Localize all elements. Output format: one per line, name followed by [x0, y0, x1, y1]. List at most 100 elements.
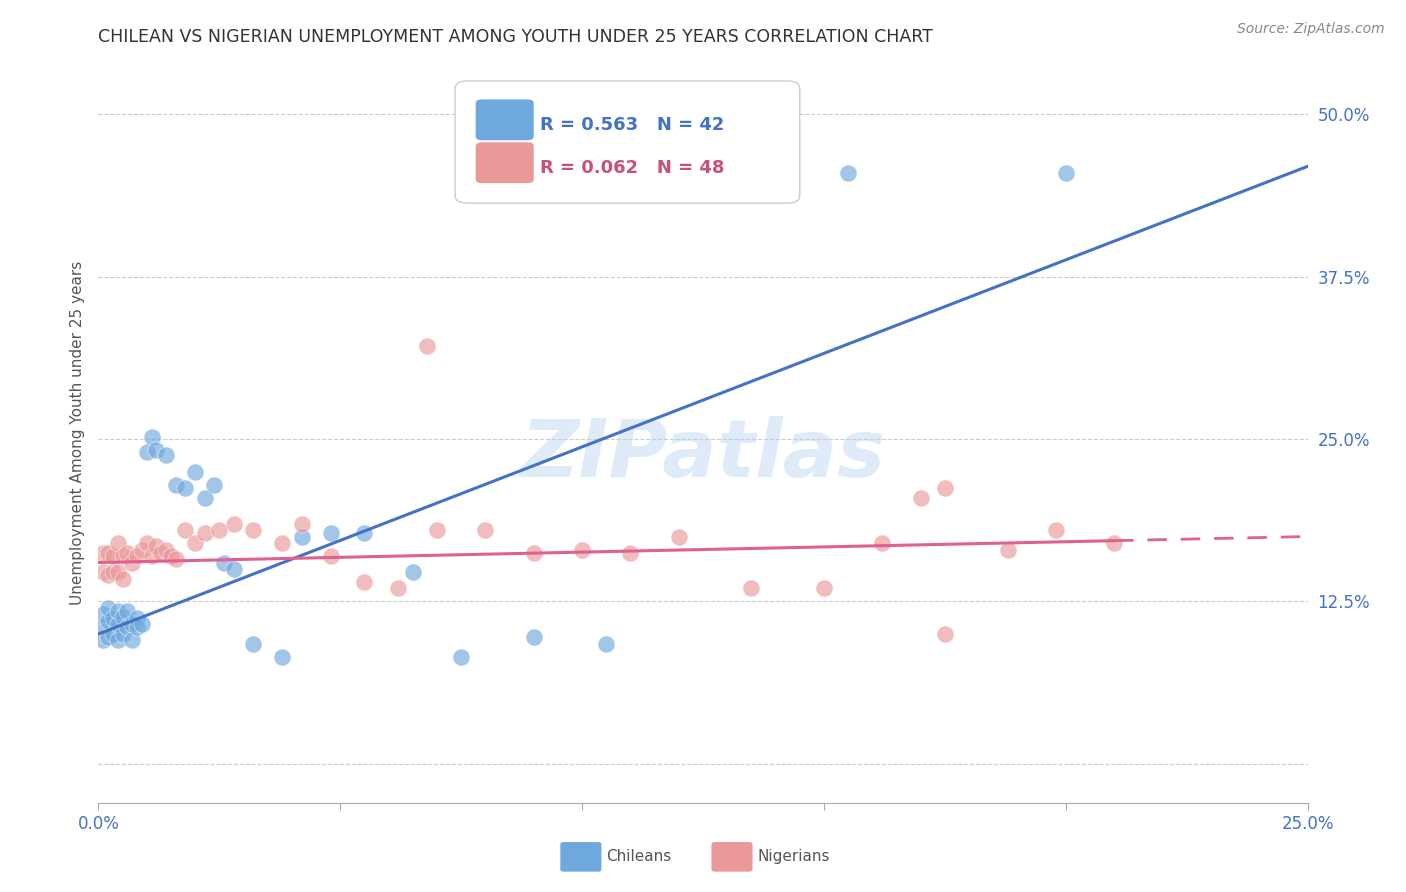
Point: [184, 536, 207, 550]
Point: [387, 582, 409, 596]
Point: [194, 491, 217, 505]
Point: [668, 529, 690, 543]
FancyBboxPatch shape: [456, 81, 800, 203]
Point: [135, 536, 157, 550]
Text: R = 0.563   N = 42: R = 0.563 N = 42: [540, 116, 724, 134]
Point: [837, 166, 859, 180]
Point: [121, 556, 143, 570]
Point: [474, 523, 496, 537]
Point: [523, 546, 546, 560]
Point: [97, 568, 120, 582]
Point: [319, 549, 342, 563]
Text: CHILEAN VS NIGERIAN UNEMPLOYMENT AMONG YOUTH UNDER 25 YEARS CORRELATION CHART: CHILEAN VS NIGERIAN UNEMPLOYMENT AMONG Y…: [98, 28, 934, 45]
Point: [131, 542, 153, 557]
Point: [353, 574, 375, 589]
Point: [155, 448, 177, 462]
Point: [222, 516, 245, 531]
Point: [111, 610, 134, 624]
Point: [242, 637, 264, 651]
Point: [1102, 536, 1125, 550]
Point: [107, 616, 129, 631]
Point: [111, 549, 134, 563]
Point: [97, 630, 120, 644]
Point: [174, 482, 197, 496]
Point: [416, 338, 439, 352]
FancyBboxPatch shape: [475, 99, 534, 140]
Point: [1054, 166, 1077, 180]
Point: [91, 546, 114, 560]
Point: [150, 546, 173, 560]
Point: [204, 477, 226, 491]
Point: [91, 607, 114, 622]
Point: [117, 620, 139, 634]
Point: [107, 633, 129, 648]
Text: Source: ZipAtlas.com: Source: ZipAtlas.com: [1237, 22, 1385, 37]
Point: [107, 565, 129, 579]
Point: [145, 442, 167, 457]
Text: ZIPatlas: ZIPatlas: [520, 416, 886, 494]
Point: [97, 546, 120, 560]
Point: [91, 633, 114, 648]
Point: [91, 565, 114, 579]
Point: [107, 536, 129, 550]
Point: [208, 523, 231, 537]
Point: [141, 549, 163, 563]
Point: [111, 573, 134, 587]
Point: [97, 601, 120, 615]
Point: [101, 565, 124, 579]
Point: [184, 465, 207, 479]
Point: [402, 565, 425, 579]
Point: [111, 627, 134, 641]
Point: [155, 542, 177, 557]
Point: [165, 477, 187, 491]
Point: [145, 539, 167, 553]
Point: [117, 603, 139, 617]
Point: [271, 650, 294, 665]
Point: [121, 633, 143, 648]
Point: [127, 611, 149, 625]
Point: [107, 603, 129, 617]
Point: [174, 523, 197, 537]
Point: [135, 445, 157, 459]
Point: [101, 611, 124, 625]
Point: [194, 525, 217, 540]
Text: Nigerians: Nigerians: [758, 848, 830, 863]
Text: Chileans: Chileans: [606, 848, 672, 863]
Point: [997, 542, 1019, 557]
Point: [242, 523, 264, 537]
Point: [127, 549, 149, 563]
Point: [160, 549, 183, 563]
Point: [271, 536, 294, 550]
Point: [141, 429, 163, 443]
Text: R = 0.062   N = 48: R = 0.062 N = 48: [540, 159, 724, 177]
Point: [910, 491, 932, 505]
Point: [619, 546, 641, 560]
Point: [222, 562, 245, 576]
Point: [127, 620, 149, 634]
Point: [91, 620, 114, 634]
FancyBboxPatch shape: [711, 842, 752, 871]
Point: [450, 650, 472, 665]
Y-axis label: Unemployment Among Youth under 25 years: Unemployment Among Youth under 25 years: [69, 260, 84, 605]
Point: [117, 546, 139, 560]
FancyBboxPatch shape: [561, 842, 602, 871]
Point: [571, 542, 593, 557]
Point: [290, 516, 312, 531]
Point: [934, 482, 956, 496]
Point: [595, 637, 617, 651]
Point: [212, 556, 235, 570]
Point: [290, 529, 312, 543]
Point: [426, 523, 449, 537]
Point: [740, 582, 762, 596]
Point: [353, 525, 375, 540]
Point: [870, 536, 893, 550]
Point: [1045, 523, 1067, 537]
Point: [131, 616, 153, 631]
Point: [934, 627, 956, 641]
Point: [101, 549, 124, 563]
Point: [101, 627, 124, 641]
Point: [813, 582, 835, 596]
Point: [165, 551, 187, 566]
FancyBboxPatch shape: [475, 143, 534, 183]
Point: [97, 614, 120, 628]
